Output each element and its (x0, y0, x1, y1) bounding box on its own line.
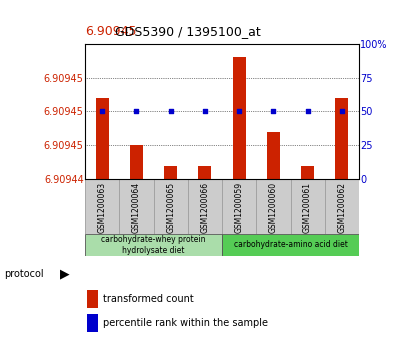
FancyBboxPatch shape (222, 179, 256, 234)
Text: GSM1200064: GSM1200064 (132, 182, 141, 233)
Text: protocol: protocol (4, 269, 44, 279)
Point (270, 109, 277, 114)
FancyBboxPatch shape (85, 234, 222, 256)
Point (133, 109, 140, 114)
Bar (87, 290, 98, 308)
Bar (96, 98, 109, 179)
Text: ▶: ▶ (59, 268, 69, 281)
Point (99, 109, 105, 114)
Bar (335, 98, 348, 179)
Point (304, 109, 311, 114)
Point (202, 109, 208, 114)
FancyBboxPatch shape (325, 179, 359, 234)
Point (339, 109, 345, 114)
Text: transformed count: transformed count (103, 294, 194, 304)
Text: GSM1200061: GSM1200061 (303, 182, 312, 233)
Text: carbohydrate-whey protein
hydrolysate diet: carbohydrate-whey protein hydrolysate di… (101, 235, 206, 254)
Text: GDS5390 / 1395100_at: GDS5390 / 1395100_at (111, 25, 261, 38)
FancyBboxPatch shape (85, 179, 120, 234)
Text: carbohydrate-amino acid diet: carbohydrate-amino acid diet (234, 240, 347, 249)
FancyBboxPatch shape (154, 179, 188, 234)
Point (236, 109, 242, 114)
Point (167, 109, 174, 114)
FancyBboxPatch shape (290, 179, 325, 234)
Bar (164, 166, 177, 179)
FancyBboxPatch shape (256, 179, 290, 234)
Text: GSM1200065: GSM1200065 (166, 182, 175, 233)
Bar (301, 166, 314, 179)
Text: GSM1200062: GSM1200062 (337, 182, 347, 233)
Text: GSM1200066: GSM1200066 (200, 182, 210, 233)
Text: GSM1200060: GSM1200060 (269, 182, 278, 233)
FancyBboxPatch shape (120, 179, 154, 234)
Bar (87, 314, 98, 332)
Bar (233, 57, 246, 179)
Bar (130, 146, 143, 179)
Text: GSM1200063: GSM1200063 (98, 182, 107, 233)
Bar (198, 166, 211, 179)
FancyBboxPatch shape (222, 234, 359, 256)
Text: percentile rank within the sample: percentile rank within the sample (103, 318, 269, 328)
Text: 6.90945: 6.90945 (85, 25, 137, 38)
Bar (267, 132, 280, 179)
FancyBboxPatch shape (188, 179, 222, 234)
Text: GSM1200059: GSM1200059 (234, 182, 244, 233)
